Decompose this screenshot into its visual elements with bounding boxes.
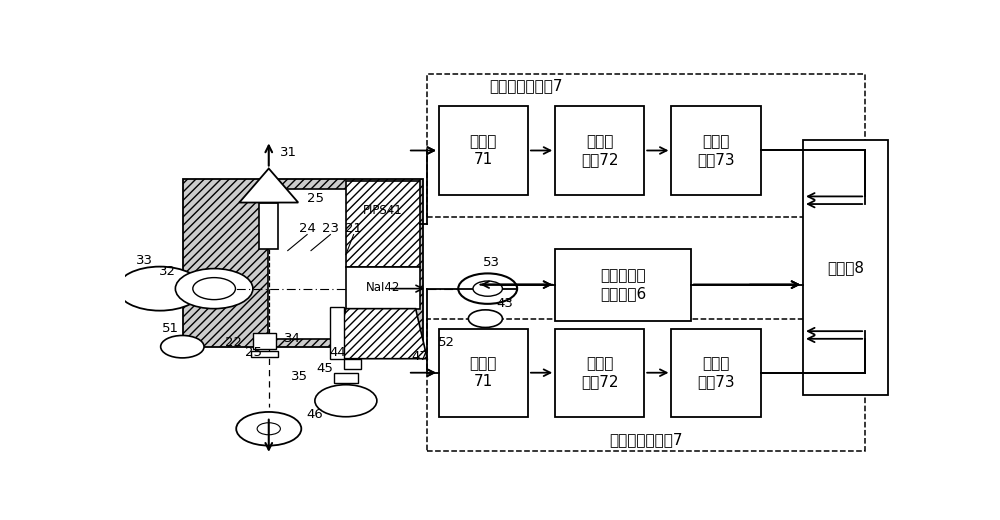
Bar: [344, 359, 361, 369]
Text: 模数转
换垇72: 模数转 换垇72: [581, 134, 618, 167]
Circle shape: [193, 278, 235, 300]
Text: 51: 51: [162, 322, 179, 335]
Circle shape: [468, 310, 502, 328]
Text: 35: 35: [291, 370, 308, 383]
Bar: [346, 180, 420, 267]
Bar: [268, 189, 416, 339]
Text: 上位机8: 上位机8: [827, 260, 864, 275]
Text: 24: 24: [299, 222, 316, 235]
Text: 22: 22: [225, 336, 242, 349]
Text: 信号预处理单元7: 信号预处理单元7: [609, 432, 683, 447]
Circle shape: [458, 274, 517, 304]
Polygon shape: [239, 168, 298, 202]
Text: 多道分
析垇73: 多道分 析垇73: [697, 134, 735, 167]
Bar: [427, 74, 865, 216]
Text: 多道分
析垇73: 多道分 析垇73: [697, 357, 735, 389]
Text: 放大器
71: 放大器 71: [470, 357, 497, 389]
Text: 25: 25: [307, 192, 324, 205]
Bar: [346, 267, 420, 309]
Circle shape: [473, 281, 502, 296]
Text: 44: 44: [330, 346, 347, 359]
Bar: [803, 140, 888, 395]
Bar: [251, 350, 278, 357]
Circle shape: [175, 269, 253, 309]
Circle shape: [161, 335, 204, 358]
Circle shape: [257, 423, 280, 435]
Bar: [439, 329, 528, 417]
Bar: [334, 373, 358, 383]
Bar: [555, 329, 644, 417]
Bar: [183, 178, 423, 347]
Text: 45: 45: [317, 362, 333, 375]
Circle shape: [236, 412, 301, 446]
Text: 信号预处理单元7: 信号预处理单元7: [489, 79, 563, 94]
Bar: [555, 107, 644, 194]
Text: 21: 21: [345, 222, 362, 235]
Text: 31: 31: [280, 146, 297, 159]
Text: 33: 33: [136, 254, 153, 267]
Bar: [671, 107, 761, 194]
Circle shape: [117, 267, 202, 310]
Bar: [259, 202, 278, 249]
Text: 47: 47: [411, 350, 428, 363]
Text: 25: 25: [245, 346, 262, 359]
Bar: [671, 329, 761, 417]
Text: 32: 32: [159, 265, 176, 278]
Bar: [427, 319, 865, 451]
Polygon shape: [334, 309, 427, 359]
Bar: [555, 249, 691, 321]
Text: 52: 52: [438, 336, 455, 349]
Text: 46: 46: [306, 408, 323, 421]
Text: PIPS41: PIPS41: [363, 204, 403, 217]
Text: 34: 34: [284, 332, 300, 345]
Text: 23: 23: [322, 222, 339, 235]
Text: 放大器
71: 放大器 71: [470, 134, 497, 167]
Text: 43: 43: [496, 297, 513, 310]
Circle shape: [315, 385, 377, 417]
Bar: [330, 307, 344, 359]
Bar: [253, 333, 276, 349]
Text: 53: 53: [483, 256, 500, 269]
Text: 驱动与状态
反馈模块6: 驱动与状态 反馈模块6: [600, 268, 646, 301]
Text: 模数转
换垇72: 模数转 换垇72: [581, 357, 618, 389]
Text: NaI42: NaI42: [365, 281, 400, 294]
Bar: [439, 107, 528, 194]
